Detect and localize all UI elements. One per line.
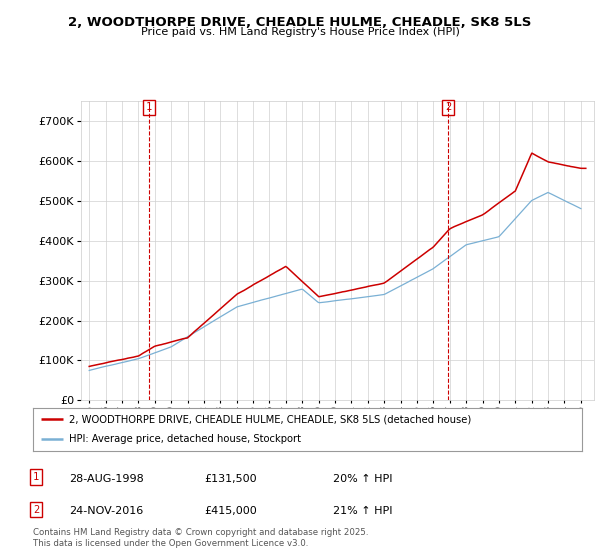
Text: £415,000: £415,000: [204, 506, 257, 516]
Text: 2, WOODTHORPE DRIVE, CHEADLE HULME, CHEADLE, SK8 5LS (detached house): 2, WOODTHORPE DRIVE, CHEADLE HULME, CHEA…: [68, 414, 471, 424]
Text: 2: 2: [445, 102, 451, 112]
Text: £131,500: £131,500: [204, 474, 257, 484]
Text: 1: 1: [33, 472, 39, 482]
Text: Price paid vs. HM Land Registry's House Price Index (HPI): Price paid vs. HM Land Registry's House …: [140, 27, 460, 37]
Text: 2: 2: [33, 505, 39, 515]
Text: Contains HM Land Registry data © Crown copyright and database right 2025.
This d: Contains HM Land Registry data © Crown c…: [33, 528, 368, 548]
Text: 20% ↑ HPI: 20% ↑ HPI: [333, 474, 392, 484]
Text: 21% ↑ HPI: 21% ↑ HPI: [333, 506, 392, 516]
Text: 1: 1: [146, 102, 152, 112]
Text: 28-AUG-1998: 28-AUG-1998: [69, 474, 144, 484]
Text: HPI: Average price, detached house, Stockport: HPI: Average price, detached house, Stoc…: [68, 434, 301, 444]
Text: 2, WOODTHORPE DRIVE, CHEADLE HULME, CHEADLE, SK8 5LS: 2, WOODTHORPE DRIVE, CHEADLE HULME, CHEA…: [68, 16, 532, 29]
Text: 24-NOV-2016: 24-NOV-2016: [69, 506, 143, 516]
